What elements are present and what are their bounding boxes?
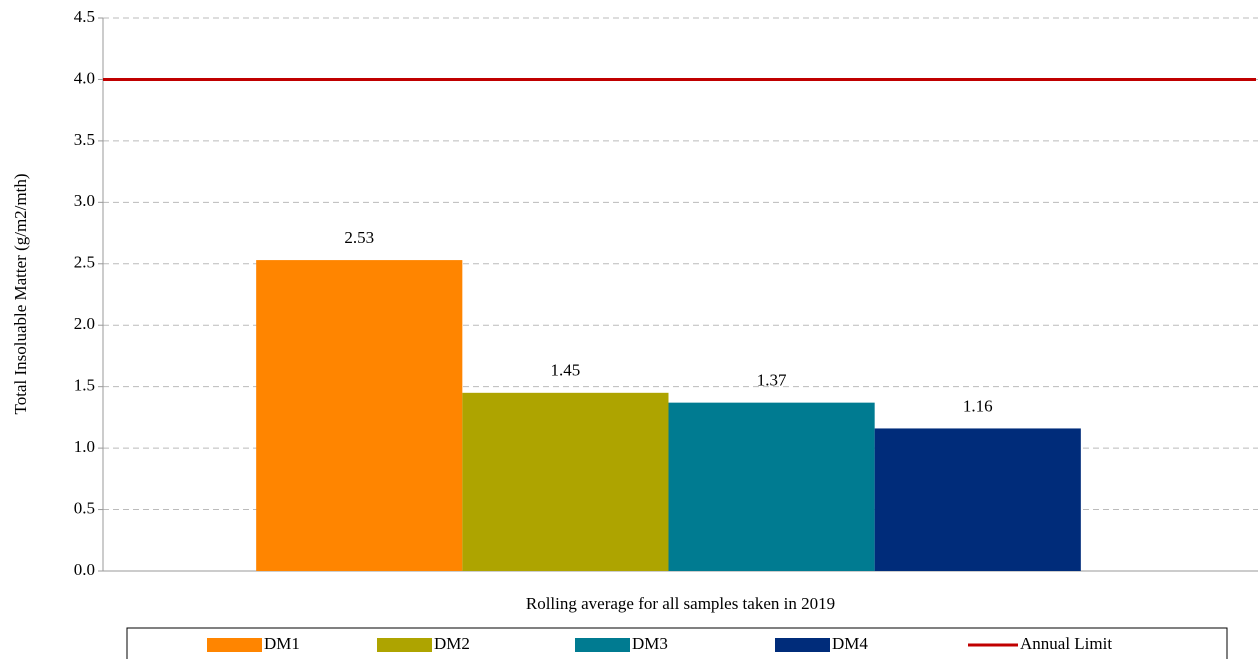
x-tick-label: Rolling average for all samples taken in… [526, 594, 835, 613]
legend-swatch [575, 638, 630, 652]
legend-swatch [207, 638, 262, 652]
data-label: 1.16 [963, 396, 993, 415]
legend-label: DM4 [832, 634, 868, 653]
data-label: 2.53 [344, 228, 374, 247]
legend-label: Annual Limit [1020, 634, 1112, 653]
y-axis-label: Total Insoluable Matter (g/m2/mth) [11, 173, 30, 414]
legend-label: DM3 [632, 634, 668, 653]
bar [668, 402, 875, 571]
legend-box [126, 627, 1228, 659]
legend-label: DM2 [434, 634, 470, 653]
bar [462, 392, 669, 571]
data-label: 1.45 [551, 361, 581, 380]
y-tick-label: 0.5 [74, 498, 95, 517]
y-tick-label: 2.5 [74, 253, 95, 272]
y-tick-label: 4.5 [74, 7, 95, 26]
y-tick-label: 3.5 [74, 130, 95, 149]
bar [874, 428, 1081, 571]
data-label: 1.37 [757, 371, 787, 390]
y-tick-label: 0.0 [74, 560, 95, 579]
legend-swatch [377, 638, 432, 652]
legend-swatch [775, 638, 830, 652]
bar [256, 260, 463, 571]
y-tick-label: 4.0 [74, 68, 95, 87]
legend-label: DM1 [264, 634, 300, 653]
y-tick-label: 3.0 [74, 191, 95, 210]
y-tick-label: 2.0 [74, 314, 95, 333]
y-tick-label: 1.0 [74, 437, 95, 456]
y-tick-label: 1.5 [74, 376, 95, 395]
